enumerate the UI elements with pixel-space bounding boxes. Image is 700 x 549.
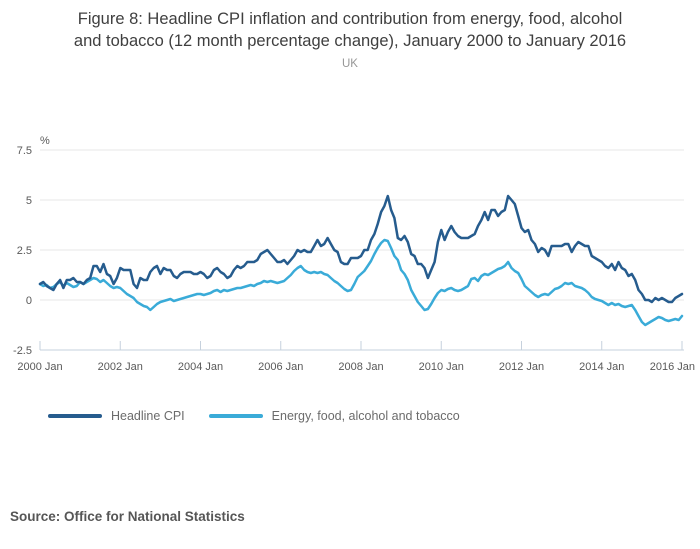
- legend-item-energy-food-alcohol-tobacco[interactable]: Energy, food, alcohol and tobacco: [208, 409, 460, 423]
- series-line-headline-cpi: [38, 194, 684, 304]
- x-axis-tick-label: 2010 Jan: [419, 361, 464, 373]
- x-axis-tick-label: 2004 Jan: [178, 361, 223, 373]
- legend-label-energy-food-alcohol-tobacco: Energy, food, alcohol and tobacco: [271, 409, 460, 423]
- x-axis-tick-label: 2014 Jan: [579, 361, 624, 373]
- legend-label-headline-cpi: Headline CPI: [111, 409, 185, 423]
- y-axis-tick-label: 2.5: [17, 245, 32, 257]
- energy-food-line-swatch: [208, 414, 263, 418]
- y-axis-tick-label: 7.5: [17, 145, 32, 157]
- figure-title-line2: and tobacco (12 month percentage change)…: [73, 32, 627, 50]
- legend-item-headline-cpi[interactable]: Headline CPI: [48, 409, 185, 423]
- source-attribution: Source: Office for National Statistics: [10, 509, 245, 524]
- headline-cpi-line-swatch: [48, 414, 102, 418]
- figure-title: Figure 8: Headline CPI inflation and con…: [20, 8, 680, 52]
- figure-subtitle: UK: [342, 58, 358, 70]
- x-axis-tick-label: 2008 Jan: [338, 361, 383, 373]
- x-axis-tick-label: 2000 Jan: [17, 361, 62, 373]
- x-axis-tick-label: 2006 Jan: [258, 361, 303, 373]
- x-axis-tick-label: 2002 Jan: [98, 361, 143, 373]
- chart-legend: Headline CPI Energy, food, alcohol and t…: [48, 409, 460, 423]
- x-axis-tick-label: 2012 Jan: [499, 361, 544, 373]
- y-axis-tick-label: -2.5: [13, 345, 32, 357]
- x-axis-tick-label: 2016 Jan: [650, 361, 695, 373]
- y-axis-tick-label: 5: [26, 195, 32, 207]
- series-line-energy-food-alcohol-and-tobacco: [38, 238, 684, 327]
- figure-title-line1: Figure 8: Headline CPI inflation and con…: [77, 10, 623, 28]
- y-axis-tick-label: 0: [26, 295, 32, 307]
- y-axis-unit-label: %: [40, 135, 50, 147]
- inflation-line-chart: 7.5 5 2.5 0 -2.5% 2000 Jan 2002 Jan 2004 Jan 200…: [13, 135, 695, 373]
